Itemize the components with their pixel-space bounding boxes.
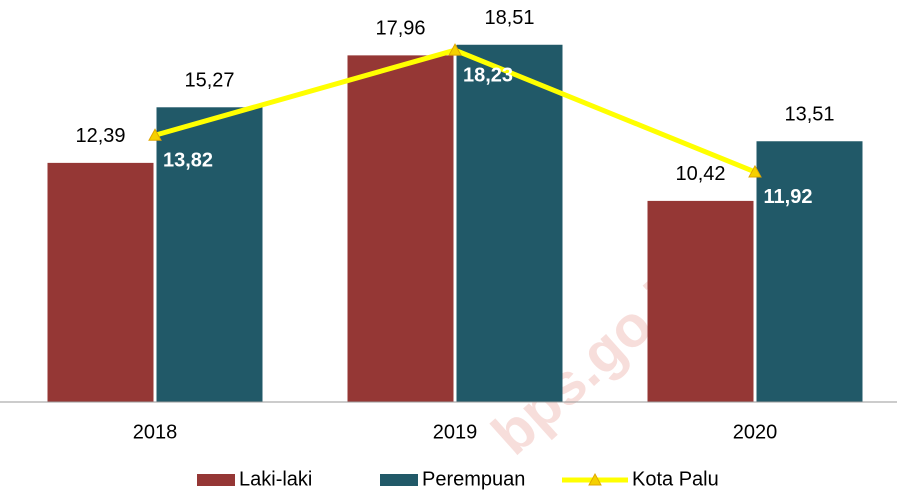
value-label: 17,96 bbox=[375, 18, 425, 40]
legend-swatch bbox=[380, 474, 418, 486]
legend-marker bbox=[588, 472, 602, 486]
value-label: 11,92 bbox=[764, 186, 813, 208]
x-tick-label: 2018 bbox=[133, 421, 178, 443]
legend-swatch bbox=[197, 474, 235, 486]
bar bbox=[47, 162, 154, 402]
value-label: 13,82 bbox=[163, 150, 213, 172]
bar bbox=[647, 200, 754, 402]
legend-label: Kota Palu bbox=[632, 468, 719, 490]
value-label: 18,51 bbox=[484, 7, 534, 29]
bar bbox=[347, 55, 454, 402]
x-tick-label: 2020 bbox=[733, 421, 778, 443]
legend-label: Perempuan bbox=[422, 468, 525, 490]
value-label: 10,42 bbox=[675, 163, 725, 185]
value-label: 13,51 bbox=[784, 104, 834, 126]
value-label: 15,27 bbox=[184, 70, 234, 92]
value-label: 12,39 bbox=[75, 125, 125, 147]
bar bbox=[456, 44, 563, 403]
x-tick-label: 2019 bbox=[433, 421, 478, 443]
bar bbox=[156, 107, 263, 402]
line-marker bbox=[448, 43, 462, 56]
line-marker bbox=[748, 164, 762, 178]
line-marker bbox=[148, 128, 162, 141]
legend-label: Laki-laki bbox=[239, 468, 312, 490]
bar bbox=[756, 141, 863, 402]
value-label: 18,23 bbox=[463, 64, 513, 86]
